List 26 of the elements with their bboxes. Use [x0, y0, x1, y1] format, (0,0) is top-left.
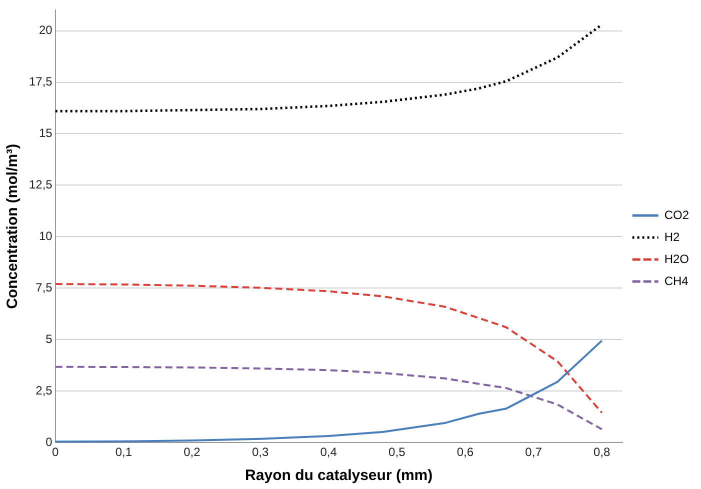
legend-label: H2O	[664, 252, 690, 266]
y-tick-label: 17,5	[28, 74, 53, 89]
y-tick-label: 0	[46, 434, 53, 449]
y-tick-label: 7,5	[36, 280, 53, 294]
line-series	[55, 366, 603, 430]
legend-label: H2	[664, 230, 680, 244]
y-tick-label: 2,5	[36, 383, 53, 398]
x-tick-label: 0,1	[115, 445, 132, 460]
x-tick-label: 0,6	[456, 445, 474, 460]
y-tick-label: 12,5	[28, 178, 53, 192]
x-tick-label: 0,8	[593, 445, 610, 460]
x-tick-label: 0,2	[184, 445, 201, 460]
x-tick-label: 0,7	[525, 445, 542, 460]
legend-label: CH4	[664, 274, 689, 288]
line-series	[55, 283, 603, 414]
y-tick-label: 20	[38, 23, 53, 38]
x-axis-title: Rayon du catalyseur (mm)	[245, 467, 433, 484]
y-tick-label: 10	[38, 229, 53, 244]
x-tick-label: 0,4	[320, 445, 338, 460]
x-tick-label: 0,3	[252, 445, 269, 460]
x-tick-label: 0,5	[388, 445, 406, 460]
y-tick-label: 5	[46, 332, 53, 346]
line-series	[55, 23, 604, 112]
y-tick-label: 15	[38, 126, 53, 140]
y-axis-title: Concentration (mol/m³)	[4, 144, 22, 309]
legend-label: CO2	[664, 208, 690, 222]
